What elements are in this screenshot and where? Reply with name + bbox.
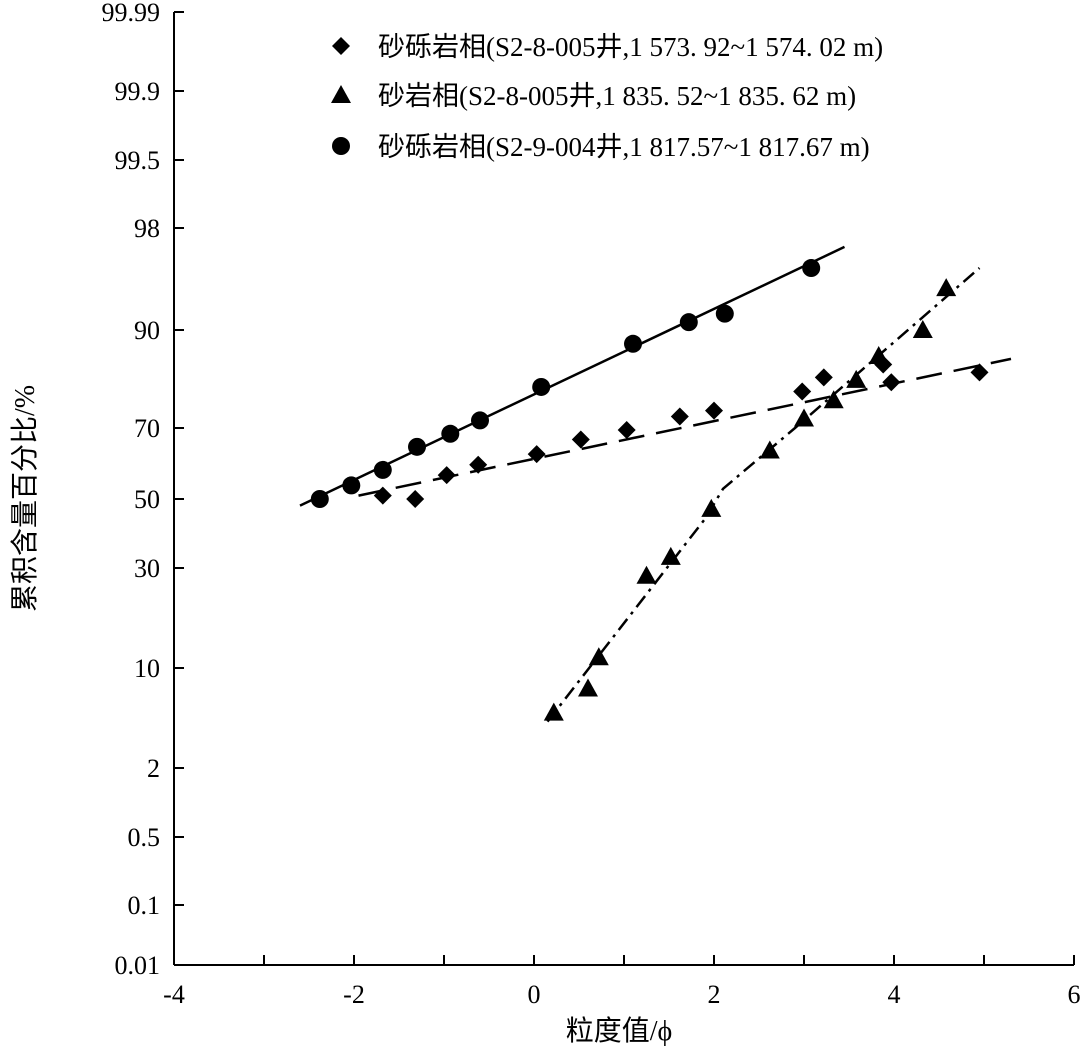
y-tick-label-50: 50 bbox=[134, 485, 160, 514]
x-tick-label-4: 4 bbox=[888, 980, 901, 1009]
circle-point-7 bbox=[532, 377, 551, 396]
triangle-point-3 bbox=[578, 678, 598, 697]
fit-line-diamond bbox=[358, 357, 1012, 497]
triangle-point-13 bbox=[936, 278, 957, 297]
circle-point-3 bbox=[373, 460, 392, 479]
diamond-point-4 bbox=[469, 455, 488, 474]
fit-line-circle bbox=[299, 245, 846, 507]
legend-label-triangle: 砂岩相(S2-8-005井,1 835. 52~1 835. 62 m) bbox=[378, 81, 856, 111]
x-tick-label-6: 6 bbox=[1068, 980, 1081, 1009]
diamond-point-14 bbox=[970, 363, 989, 382]
diamond-point-8 bbox=[670, 407, 689, 426]
y-tick-label-0-1: 0.1 bbox=[128, 891, 161, 920]
diamond-point-10 bbox=[793, 382, 812, 401]
circle-point-1 bbox=[310, 490, 329, 508]
diamond-point-6 bbox=[571, 430, 590, 449]
legend-label-circle: 砂砾岩相(S2-9-004井,1 817.57~1 817.67 m) bbox=[378, 132, 870, 162]
diamond-point-7 bbox=[617, 420, 636, 439]
y-tick-label-0-01: 0.01 bbox=[115, 951, 161, 980]
triangle-point-2 bbox=[588, 647, 609, 666]
triangle-point-4 bbox=[636, 565, 657, 584]
circle-point-2 bbox=[342, 476, 361, 495]
triangle-point-6 bbox=[701, 498, 722, 517]
diamond-point-5 bbox=[527, 445, 546, 464]
y-tick-label-99-9: 99.9 bbox=[115, 77, 161, 106]
legend: 砂砾岩相(S2-8-005井,1 573. 92~1 574. 02 m) 砂岩相… bbox=[331, 32, 883, 162]
legend-triangle-marker bbox=[331, 85, 351, 103]
circle-point-10 bbox=[715, 304, 734, 323]
x-tick-label-4: -4 bbox=[163, 980, 185, 1009]
diamond-point-11 bbox=[814, 368, 833, 387]
triangle-point-9 bbox=[823, 390, 844, 409]
triangle-point-8 bbox=[794, 408, 814, 427]
triangle-point-11 bbox=[868, 346, 889, 365]
y-axis-title: 累积含量百分比/% bbox=[9, 385, 41, 612]
circle-point-8 bbox=[624, 334, 642, 353]
legend-label-diamond: 砂砾岩相(S2-8-005井,1 573. 92~1 574. 02 m) bbox=[378, 32, 883, 62]
data-points bbox=[310, 259, 989, 721]
y-tick-label-90: 90 bbox=[134, 316, 160, 345]
y-tick-label-98: 98 bbox=[134, 214, 160, 243]
y-tick-label-2: 2 bbox=[147, 754, 160, 783]
diamond-point-2 bbox=[406, 490, 425, 508]
y-tick-label-99-99: 99.99 bbox=[102, 0, 161, 27]
circle-point-9 bbox=[679, 313, 698, 332]
triangle-point-5 bbox=[660, 546, 681, 565]
x-tick-label-2: 2 bbox=[708, 980, 721, 1009]
y-tick-label-30: 30 bbox=[134, 554, 160, 583]
diamond-point-13 bbox=[882, 373, 901, 392]
diamond-point-1 bbox=[373, 486, 392, 505]
circle-point-11 bbox=[802, 259, 821, 278]
y-tick-label-0-5: 0.5 bbox=[128, 823, 161, 852]
x-tick-label-0: 0 bbox=[528, 980, 541, 1009]
diamond-point-3 bbox=[437, 466, 456, 485]
y-tick-label-70: 70 bbox=[134, 414, 160, 443]
x-axis-title: 粒度值/ϕ bbox=[566, 1015, 673, 1047]
fit-lines bbox=[299, 245, 1012, 723]
triangle-point-10 bbox=[846, 369, 867, 388]
y-tick-label-10: 10 bbox=[134, 654, 160, 683]
legend-diamond-marker bbox=[332, 37, 350, 55]
axes: 99.99 99.9 99.5 98 90 70 50 30 10 2 0.5 0.1 0.01-4 -2… bbox=[9, 0, 1081, 1047]
triangle-point-1 bbox=[543, 702, 564, 721]
diamond-point-9 bbox=[705, 401, 723, 420]
triangle-point-7 bbox=[759, 440, 780, 459]
circle-point-6 bbox=[471, 411, 489, 430]
circle-point-5 bbox=[441, 424, 460, 443]
legend-circle-marker bbox=[332, 137, 350, 155]
y-tick-label-99-5: 99.5 bbox=[115, 146, 161, 175]
triangle-point-12 bbox=[912, 320, 933, 338]
x-tick-label-2: -2 bbox=[343, 980, 365, 1009]
circle-point-4 bbox=[408, 437, 426, 456]
